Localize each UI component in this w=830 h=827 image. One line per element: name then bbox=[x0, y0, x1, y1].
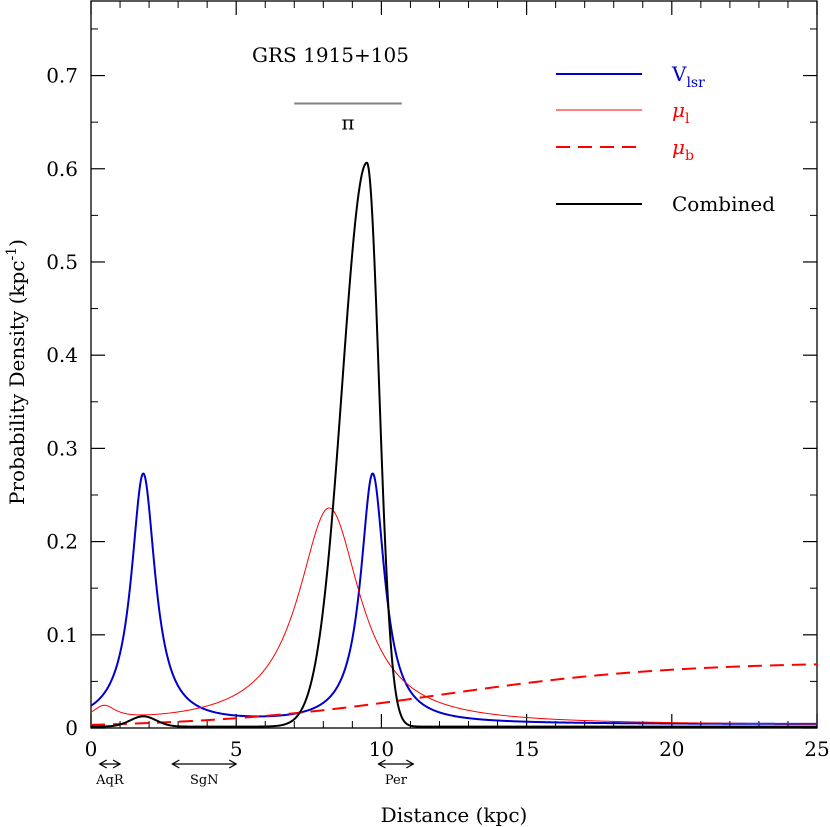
region-label: AqR bbox=[95, 773, 125, 788]
y-tick-label: 0.1 bbox=[46, 623, 78, 647]
x-tick-labels: 0 5 10 15 20 25 bbox=[85, 737, 830, 761]
series-line-mul bbox=[90, 507, 818, 725]
plot-frame bbox=[90, 0, 818, 729]
region-arrowhead-right bbox=[406, 759, 415, 769]
series-line-mub bbox=[90, 663, 818, 726]
y-axis-title-close: ) bbox=[5, 239, 29, 247]
legend-label-mub-main: μ bbox=[672, 135, 685, 159]
y-tick-label: 0.3 bbox=[46, 436, 78, 460]
y-tick-label: 0.6 bbox=[46, 157, 78, 181]
region-label: Per bbox=[385, 773, 408, 788]
y-tick-label: 0.7 bbox=[46, 64, 78, 88]
x-tick-label: 0 bbox=[85, 737, 98, 761]
x-axis-title: Distance (kpc) bbox=[381, 803, 528, 827]
y-tick-label: 0 bbox=[65, 716, 78, 740]
region-arrowhead-right bbox=[112, 759, 122, 769]
y-axis-title-unit-exponent: -1 bbox=[4, 247, 20, 261]
y-tick-label: 0.2 bbox=[46, 530, 78, 554]
x-tick-label: 20 bbox=[659, 737, 684, 761]
legend-label-vlsr: Vlsr bbox=[671, 62, 705, 91]
legend-label-mul: μl bbox=[672, 98, 690, 127]
series-curves bbox=[90, 161, 818, 728]
legend-label-combined: Combined bbox=[672, 192, 775, 216]
series-line-combined bbox=[90, 161, 818, 728]
legend-label-combined-main: Combined bbox=[672, 192, 775, 216]
x-tick-label: 25 bbox=[804, 737, 829, 761]
region-label: SgN bbox=[190, 773, 219, 788]
spiral-arm-markers: AqR SgN Per bbox=[95, 759, 415, 788]
x-tick-label: 10 bbox=[369, 737, 394, 761]
parallax-label: π bbox=[341, 111, 354, 135]
legend-label-vlsr-main: V bbox=[671, 62, 687, 86]
region-arrowhead-left bbox=[171, 759, 180, 769]
y-tick-label: 0.5 bbox=[46, 250, 78, 274]
legend: Vlsr μl μb Combined bbox=[556, 62, 775, 216]
region-arrowhead-right bbox=[228, 759, 238, 769]
chart-title: GRS 1915+105 bbox=[252, 43, 409, 67]
legend-label-mub-sub: b bbox=[685, 148, 694, 164]
legend-label-mub: μb bbox=[672, 135, 694, 164]
axis-ticks bbox=[90, 1, 818, 729]
legend-label-mul-main: μ bbox=[672, 98, 685, 122]
region-arrowhead-left bbox=[98, 759, 108, 769]
y-axis-title: Probability Density (kpc-1) bbox=[4, 239, 29, 505]
y-tick-labels: 0 0.1 0.2 0.3 0.4 0.5 0.6 0.7 bbox=[46, 64, 78, 740]
x-tick-label: 5 bbox=[230, 737, 243, 761]
region-arrowhead-left bbox=[377, 759, 386, 769]
y-axis-title-main: Probability Density (kpc bbox=[5, 260, 29, 505]
legend-label-mul-sub: l bbox=[685, 111, 690, 127]
series-line-vlsr bbox=[90, 472, 818, 725]
y-tick-label: 0.4 bbox=[46, 343, 78, 367]
legend-label-vlsr-sub: lsr bbox=[686, 75, 705, 91]
x-tick-label: 15 bbox=[514, 737, 539, 761]
